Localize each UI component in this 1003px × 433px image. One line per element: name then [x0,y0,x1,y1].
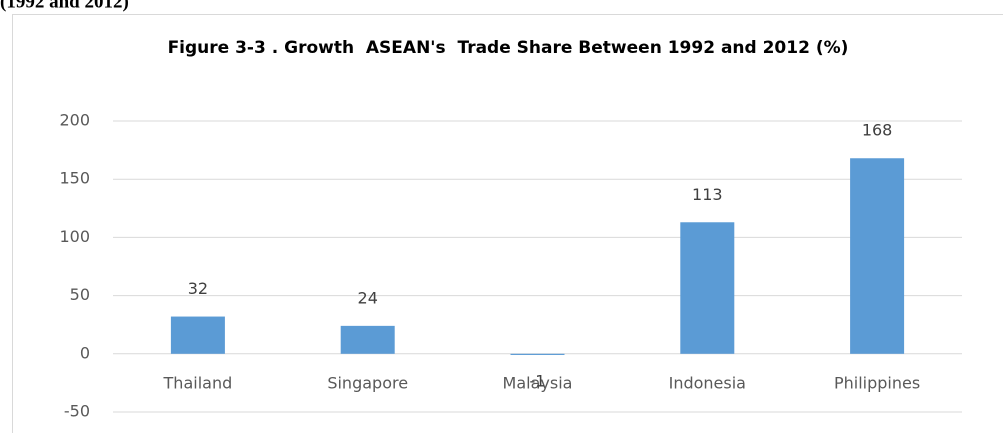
x-tick-label: Malaysia [503,374,573,393]
chart-title: Figure 3-3 . Growth ASEAN's Trade Share … [168,38,849,58]
bar [170,316,225,354]
data-label: 168 [862,121,893,140]
x-tick-label: Singapore [327,374,408,393]
data-label: 113 [692,185,723,204]
bar [340,325,395,354]
data-label: 32 [188,279,208,298]
y-tick-label: -50 [64,402,90,421]
y-tick-label: 50 [70,285,90,304]
y-tick-label: 0 [80,343,90,362]
x-tick-label: Indonesia [669,374,746,393]
bar [680,222,735,354]
bar [850,158,905,354]
y-tick-label: 150 [59,169,90,188]
data-label: -1 [530,371,546,390]
x-tick-label: Philippines [834,374,920,393]
caption: (1992 and 2012) [0,0,129,12]
x-tick-label: Thailand [163,374,233,393]
data-label: 24 [358,288,378,307]
bar [510,353,565,355]
y-tick-label: 100 [59,227,90,246]
y-tick-label: 200 [59,111,90,130]
chart-frame [12,14,1003,433]
